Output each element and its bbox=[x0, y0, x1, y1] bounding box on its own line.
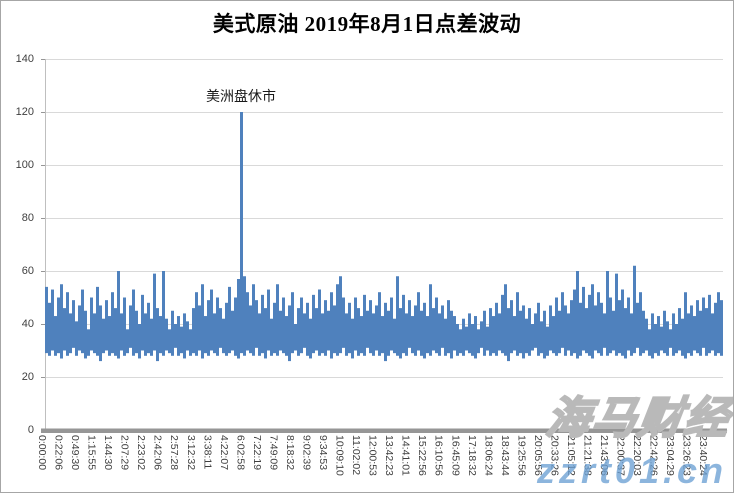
plot-svg bbox=[41, 59, 727, 433]
x-tick-label: 19:25:56 bbox=[515, 435, 528, 476]
x-tick-label: 16:10:56 bbox=[432, 435, 445, 476]
x-tick-label: 6:02:58 bbox=[234, 435, 247, 471]
x-tick-label: 1:44:30 bbox=[102, 435, 115, 471]
x-tick-label: 15:22:56 bbox=[416, 435, 429, 476]
x-tick-label: 0:22:06 bbox=[52, 435, 65, 471]
x-tick-label: 18:43:44 bbox=[498, 435, 511, 476]
x-tick-label: 20:05:56 bbox=[531, 435, 544, 476]
x-tick-label: 21:21:38 bbox=[581, 435, 594, 476]
y-tick-label: 80 bbox=[21, 212, 34, 224]
watermark-chinese: 海马财经 bbox=[542, 393, 734, 444]
x-tick-label: 22:42:26 bbox=[647, 435, 660, 476]
x-tick-label: 12:00:53 bbox=[366, 435, 379, 476]
x-tick-label: 2:57:28 bbox=[168, 435, 181, 471]
x-tick-label: 9:02:39 bbox=[300, 435, 313, 471]
x-tick-label: 2:07:29 bbox=[118, 435, 131, 471]
x-tick-label: 20:33:26 bbox=[548, 435, 561, 476]
x-tick-label: 13:42:23 bbox=[383, 435, 396, 476]
y-tick-label: 40 bbox=[21, 318, 34, 330]
x-tick-label: 23:26:23 bbox=[680, 435, 693, 476]
watermark-url: zzrt01.cn bbox=[536, 450, 727, 491]
x-tick-label: 2:42:06 bbox=[151, 435, 164, 471]
y-tick-label: 60 bbox=[21, 265, 34, 277]
x-tick-label: 11:02:02 bbox=[350, 435, 363, 476]
x-tick-label: 3:12:32 bbox=[184, 435, 197, 471]
x-tick-label: 4:22:07 bbox=[217, 435, 230, 471]
x-tick-label: 3:38:11 bbox=[201, 435, 214, 470]
x-tick-label: 17:18:32 bbox=[465, 435, 478, 476]
x-tick-label: 7:22:19 bbox=[250, 435, 263, 471]
x-axis-strip bbox=[41, 428, 727, 433]
x-tick-label: 16:45:09 bbox=[449, 435, 462, 476]
x-tick-label: 22:20:03 bbox=[631, 435, 644, 476]
y-tick-label: 0 bbox=[27, 424, 34, 436]
y-tick-label: 140 bbox=[15, 53, 34, 65]
x-tick-label: 8:18:32 bbox=[283, 435, 296, 471]
y-tick-label: 100 bbox=[15, 159, 34, 171]
x-tick-label: 9:34:53 bbox=[317, 435, 329, 471]
x-tick-label: 23:04:29 bbox=[664, 435, 677, 476]
x-tick-label: 10:09:10 bbox=[333, 435, 346, 476]
x-tick-label: 0:49:30 bbox=[69, 435, 82, 471]
y-tick-label: 120 bbox=[15, 106, 34, 118]
x-tick-label: 14:41:01 bbox=[399, 435, 412, 476]
x-tick-label: 23:40:24 bbox=[697, 435, 710, 476]
x-tick-label: 0:00:00 bbox=[36, 435, 48, 471]
x-tick-label: 2:23:02 bbox=[135, 435, 148, 471]
y-tick-label: 20 bbox=[21, 371, 34, 383]
x-tick-label: 21:05:12 bbox=[564, 435, 577, 476]
x-tick-label: 18:06:24 bbox=[482, 435, 495, 476]
x-tick-label: 7:49:09 bbox=[267, 435, 280, 471]
chart-title: 美式原油 2019年8月1日点差波动 bbox=[212, 12, 522, 36]
x-tick-label: 22:00:37 bbox=[614, 435, 627, 476]
spike-annotation: 美洲盘休市 bbox=[206, 90, 276, 105]
x-tick-label: 1:15:55 bbox=[85, 435, 98, 471]
x-tick-label: 21:43:06 bbox=[598, 435, 611, 476]
